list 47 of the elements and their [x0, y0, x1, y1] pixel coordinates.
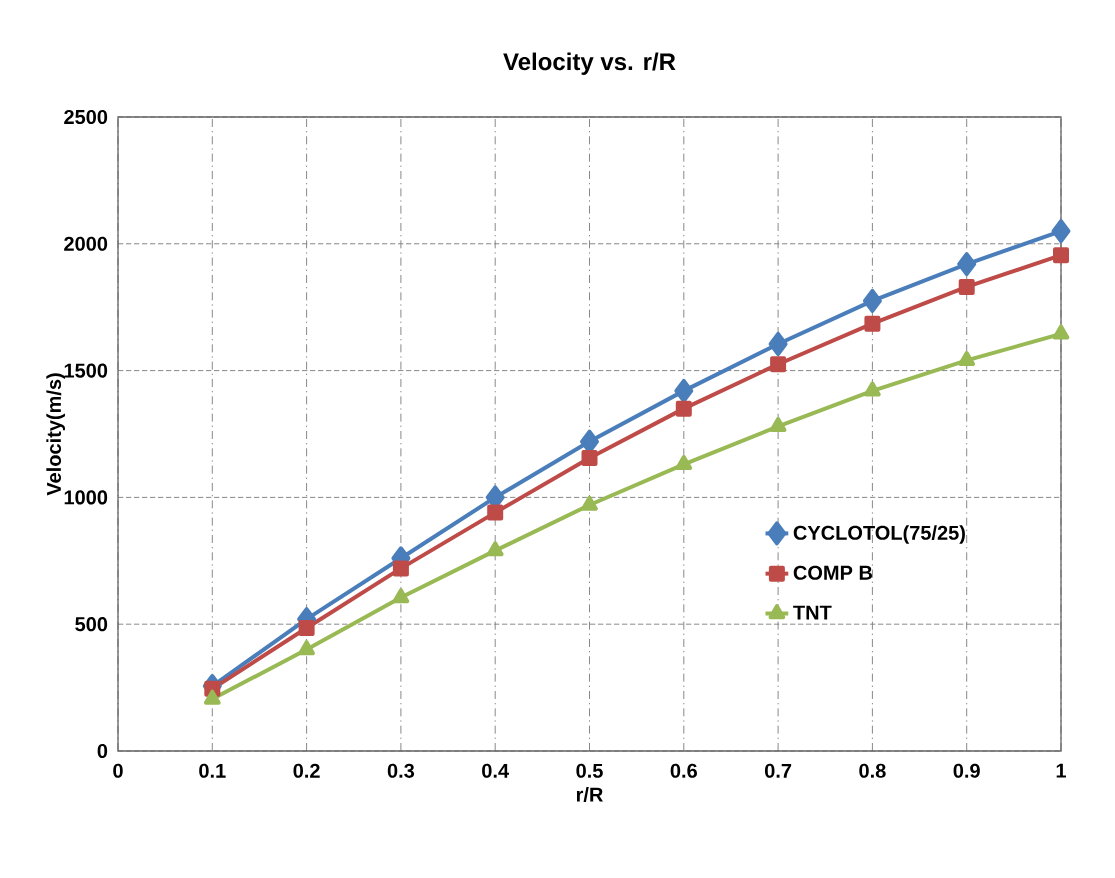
x-axis-title: r/R [576, 787, 603, 802]
point [392, 588, 410, 604]
x-tick-label: 0.4 [482, 763, 509, 778]
point [203, 689, 221, 705]
point [581, 450, 598, 467]
point [770, 356, 787, 373]
legend-label: CYCLOTOL(75/25) [793, 525, 965, 544]
y-tick-label: 0 [97, 743, 108, 759]
point [958, 351, 976, 367]
legend-label: TNT [793, 605, 832, 620]
point [1051, 219, 1071, 244]
point [674, 378, 694, 403]
x-tick-label: 0.1 [199, 763, 226, 778]
legend-label: COMP B [793, 565, 872, 580]
point [1053, 247, 1069, 264]
x-tick-label: 0.8 [859, 763, 886, 778]
point [862, 288, 882, 313]
chart-title: Velocity vs. r/R [503, 52, 676, 75]
y-tick-label: 1000 [64, 490, 108, 505]
y-tick-label: 500 [75, 617, 108, 632]
point [958, 278, 975, 295]
point [1052, 324, 1070, 340]
point [864, 315, 881, 332]
point [957, 252, 977, 277]
x-tick-label: 0.7 [765, 763, 792, 778]
x-tick-label: 0.5 [576, 763, 603, 778]
x-tick-label: 1 [1056, 763, 1066, 778]
point [864, 381, 881, 397]
x-tick-label: 0 [113, 763, 123, 778]
point [769, 417, 787, 433]
y-tick-label: 2000 [64, 236, 108, 251]
point [298, 619, 315, 636]
point [487, 504, 504, 521]
point [392, 560, 409, 577]
x-tick-label: 0.9 [953, 763, 980, 778]
point [486, 541, 504, 557]
x-tick-label: 0.3 [387, 763, 415, 778]
point [675, 455, 693, 471]
y-tick-label: 2500 [64, 109, 108, 125]
x-tick-label: 0.6 [670, 763, 697, 778]
x-tick-label: 0.2 [293, 763, 320, 778]
y-axis-title: Velocity(m/s) [46, 373, 65, 496]
y-tick-label: 1500 [64, 363, 108, 378]
point [581, 495, 598, 511]
point [298, 640, 315, 656]
point [675, 400, 692, 417]
point [768, 331, 788, 356]
